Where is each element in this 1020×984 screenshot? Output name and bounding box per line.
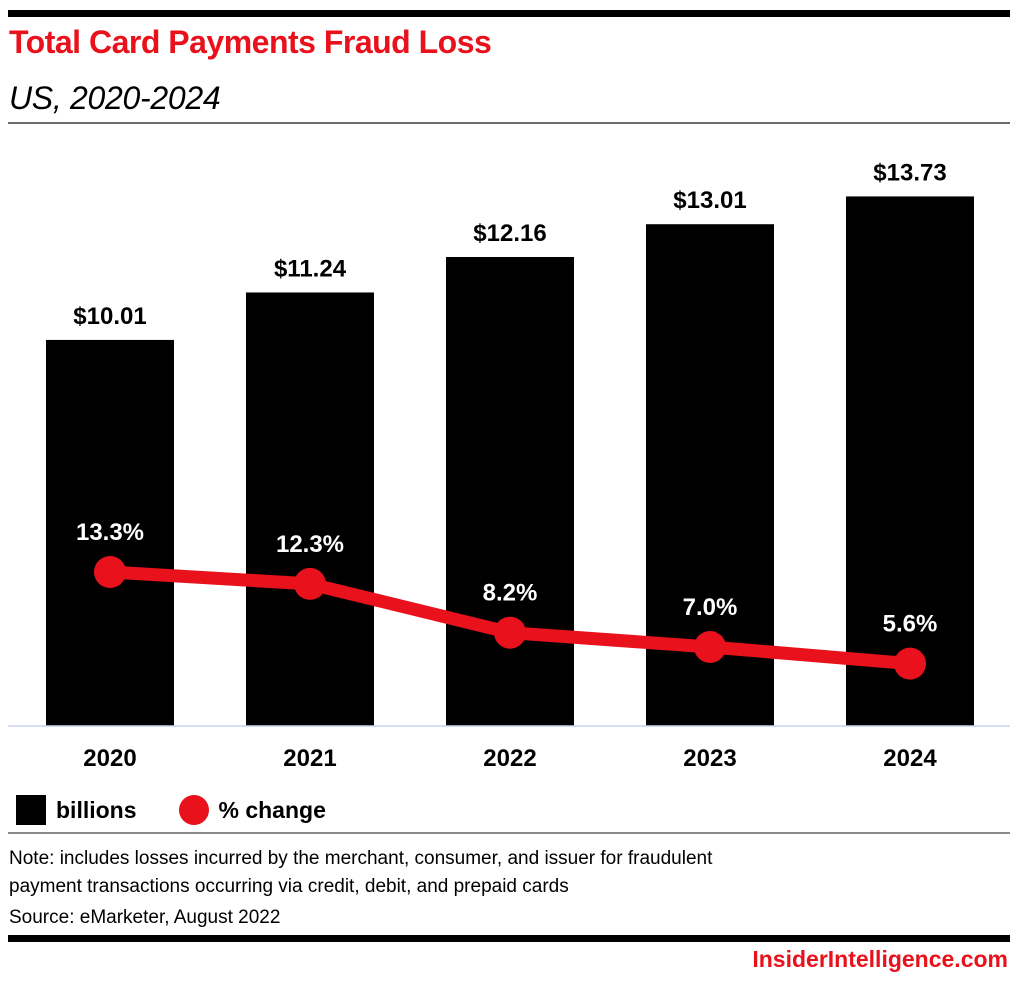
bottom-rule: [8, 935, 1010, 942]
change-point-2022: [494, 616, 526, 649]
x-tick-label: 2021: [283, 745, 336, 772]
line-layer: 13.3% 12.3% 8.2% 7.0% 5.6%: [76, 519, 937, 680]
change-value-label: 13.3%: [76, 519, 144, 546]
bar-value-label: $13.01: [673, 187, 746, 214]
top-rule: [8, 10, 1010, 17]
change-value-label: 12.3%: [276, 531, 344, 558]
x-tick-label: 2024: [883, 745, 937, 772]
bar-2020: [46, 339, 174, 726]
x-tick-label: 2023: [683, 745, 736, 772]
change-point-2021: [294, 567, 326, 600]
change-point-2024: [894, 647, 926, 680]
legend-label-billions: billions: [56, 796, 137, 823]
bar-2024: [846, 196, 974, 726]
subtitle-divider: [8, 122, 1010, 124]
change-point-2020: [94, 556, 126, 588]
legend-divider: [8, 832, 1010, 834]
change-point-2023: [694, 630, 726, 663]
change-value-label: 7.0%: [683, 594, 738, 621]
legend-label-change: % change: [218, 796, 326, 823]
source-text: Source: eMarketer, August 2022: [9, 907, 281, 928]
x-tick-label: 2022: [483, 745, 536, 772]
bar-2022: [446, 256, 574, 726]
brand-logo-text[interactable]: InsiderIntelligence.com: [752, 946, 1008, 972]
legend: billions % change: [16, 790, 326, 830]
bar-value-label: $13.73: [873, 159, 946, 186]
x-tick-label: 2020: [83, 745, 136, 772]
chart-title: Total Card Payments Fraud Loss: [9, 24, 492, 60]
chart-area: $10.01 $11.24 $12.16 $13.01 $13.73 13.3% 12.3…: [8, 159, 1010, 772]
bar-2021: [246, 292, 374, 726]
footnote: Note: includes losses incurred by the me…: [9, 845, 1009, 901]
bar-value-label: $11.24: [274, 255, 347, 282]
footnote-line-1: Note: includes losses incurred by the me…: [9, 848, 713, 869]
change-value-label: 5.6%: [883, 611, 938, 638]
footnote-line-2: payment transactions occurring via credi…: [9, 876, 569, 897]
legend-bar-swatch: [16, 795, 46, 825]
x-tick-layer: 2020 2021 2022 2023 2024: [83, 745, 937, 772]
bar-value-label: $12.16: [473, 220, 546, 247]
change-value-label: 8.2%: [483, 580, 538, 607]
legend-dot-swatch: [178, 795, 209, 825]
bar-value-label: $10.01: [73, 303, 146, 330]
chart-subtitle: US, 2020-2024: [9, 80, 221, 116]
